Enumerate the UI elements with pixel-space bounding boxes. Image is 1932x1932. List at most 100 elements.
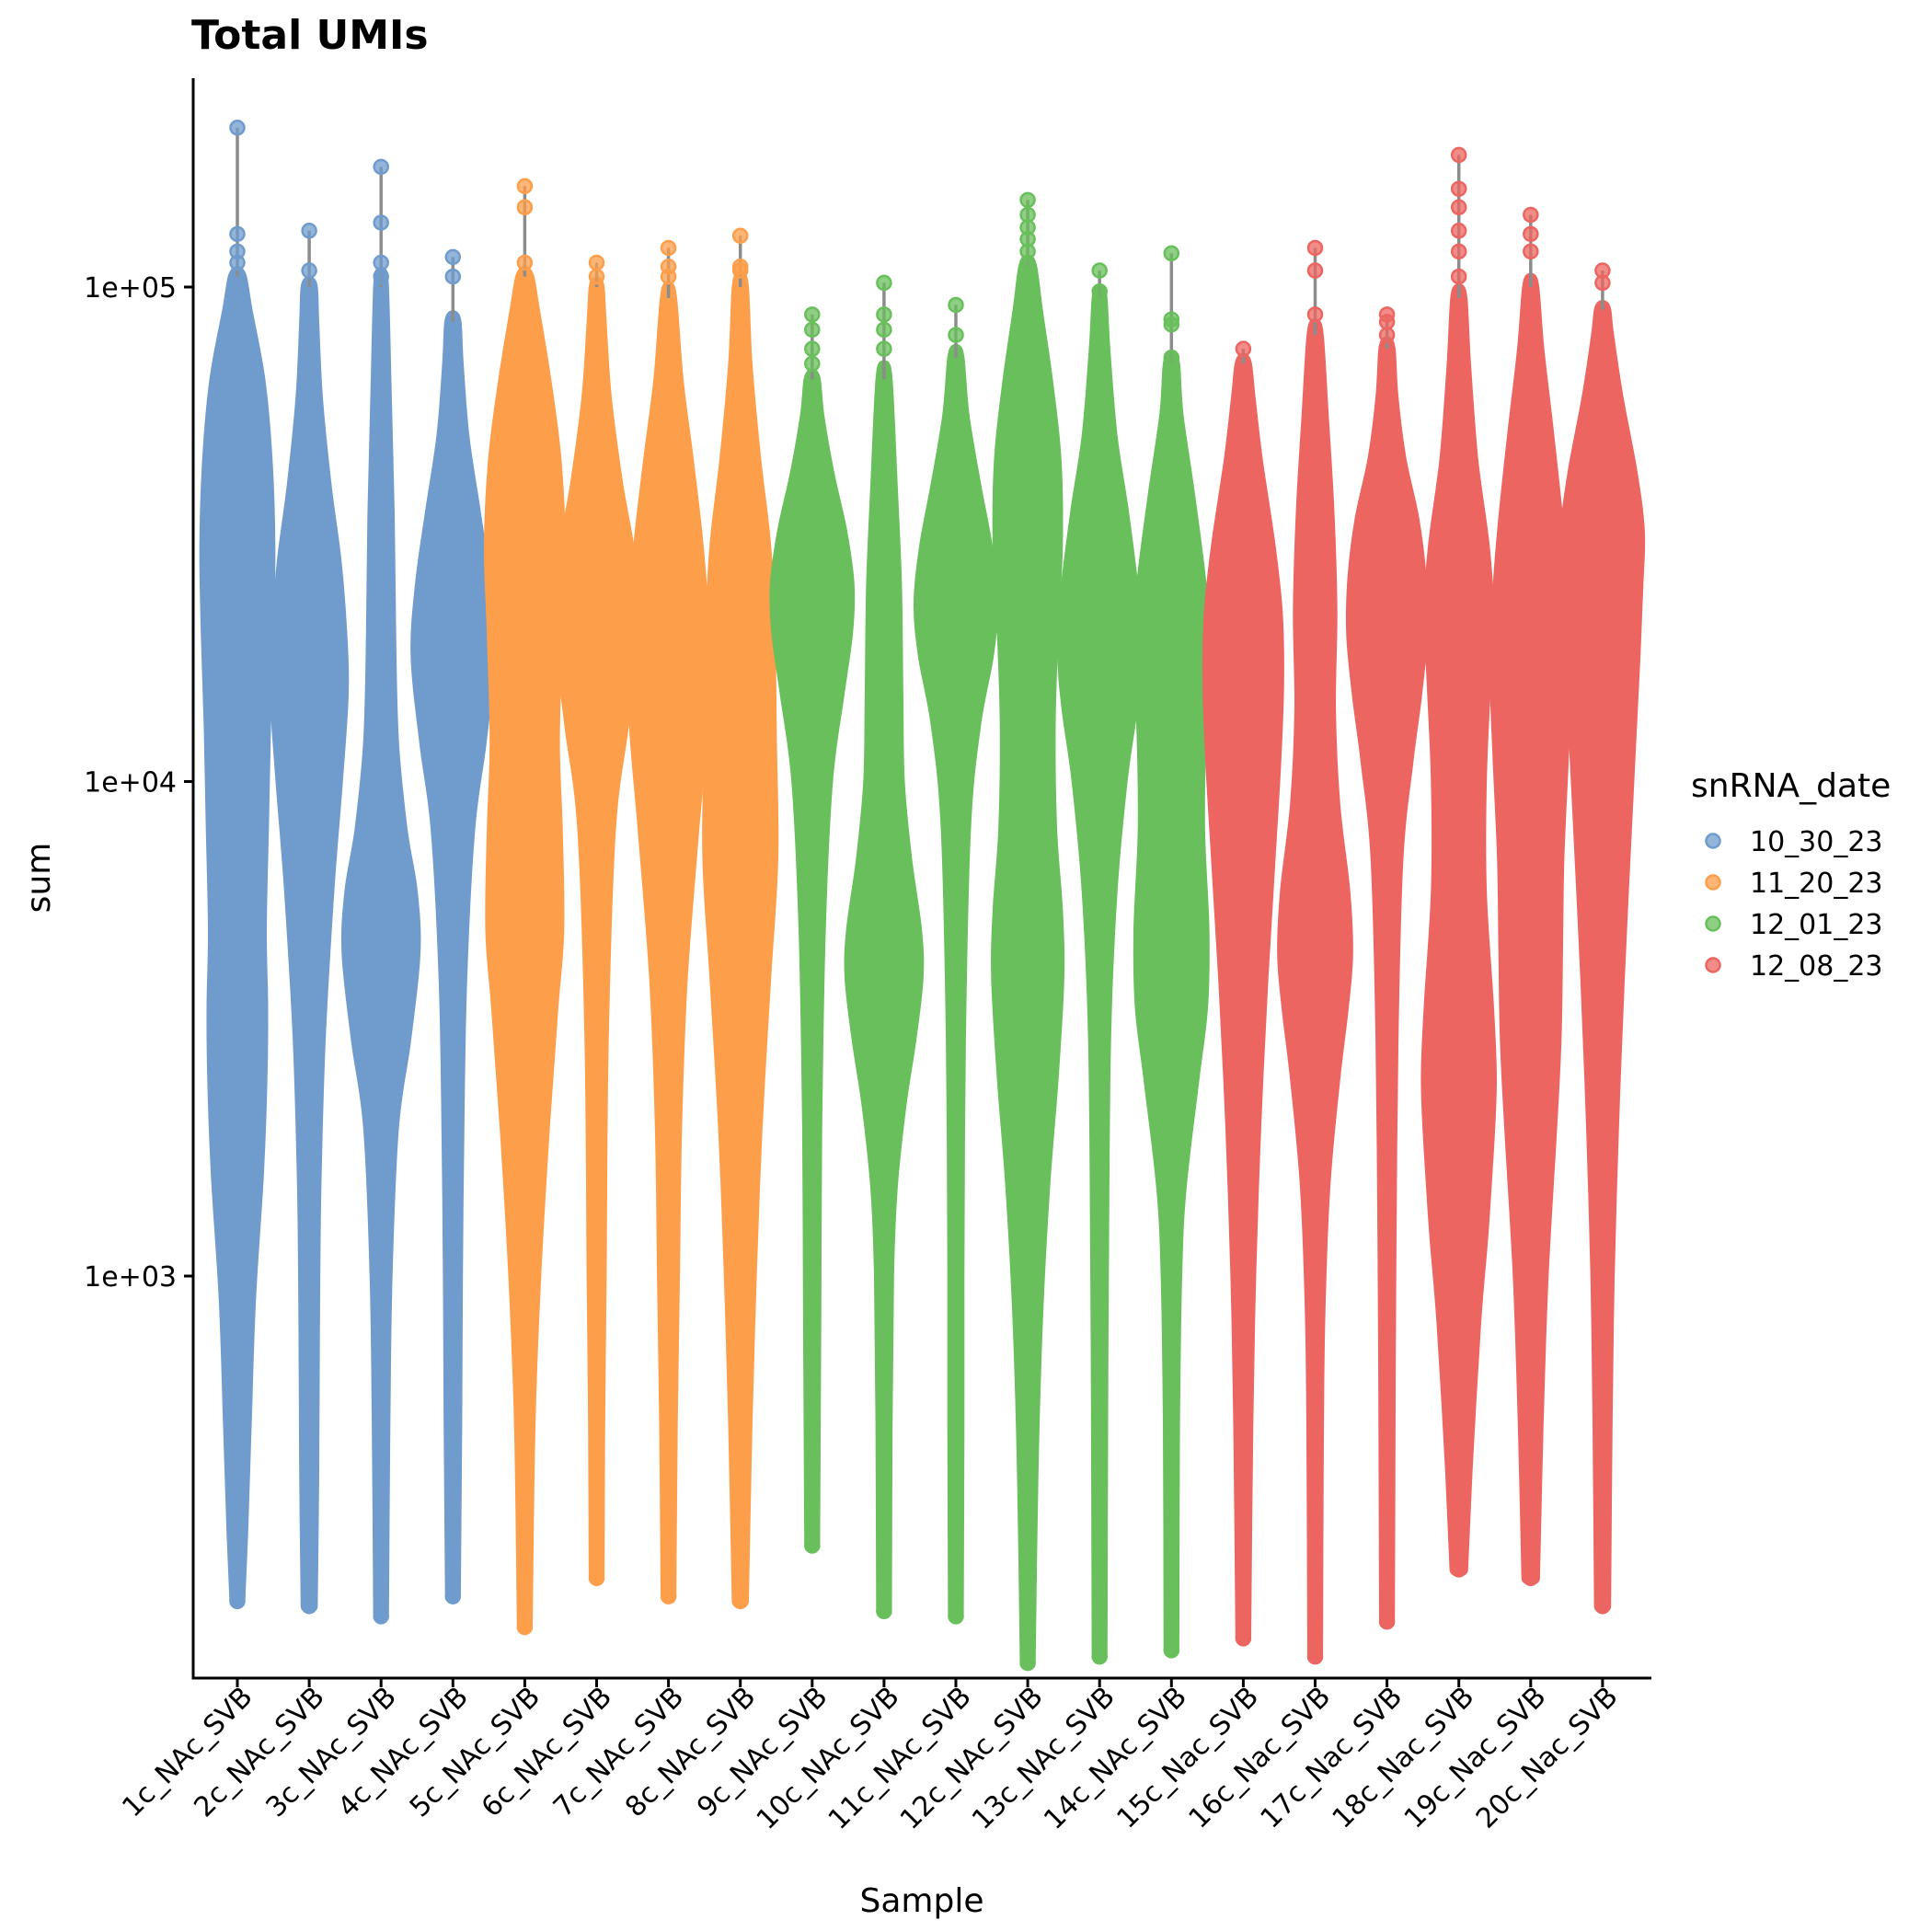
min-point	[516, 1618, 534, 1636]
violin-3c_NAc_SVB	[340, 267, 421, 1623]
outlier-point	[660, 239, 677, 257]
y-tick-label: 1e+05	[84, 272, 177, 305]
legend-key	[1705, 915, 1721, 932]
x-axis-title: Sample	[860, 1882, 984, 1920]
outlier-point	[876, 340, 892, 357]
violin-18c_Nac_SVB	[1420, 283, 1497, 1576]
min-point	[1594, 1598, 1611, 1615]
outlier-point	[1091, 262, 1108, 279]
outlier-point	[373, 214, 389, 231]
outlier-point	[1523, 225, 1539, 243]
outlier-point	[876, 274, 892, 292]
outlier-point	[1450, 146, 1467, 164]
outlier-point	[1163, 349, 1180, 366]
outlier-point	[804, 306, 821, 323]
outlier-point	[301, 262, 317, 279]
violin-15c_Nac_SVB	[1202, 352, 1284, 1645]
violin-13c_NAc_SVB	[1057, 285, 1143, 1663]
min-point	[804, 1537, 821, 1554]
y-tick-label: 1e+03	[84, 1261, 177, 1294]
outlier-point	[804, 340, 821, 357]
outlier-point	[1450, 268, 1467, 285]
violin-16c_Nac_SVB	[1277, 318, 1353, 1663]
y-axis-title: sum	[20, 843, 58, 914]
min-point	[1378, 1613, 1396, 1630]
violin-11c_NAc_SVB	[913, 343, 999, 1623]
legend-key	[1705, 833, 1721, 849]
legend-key	[1705, 957, 1721, 973]
legend-entries: 10_30_23 11_20_23 12_01_23 12_08_23	[1705, 826, 1883, 983]
outlier-point	[516, 178, 534, 195]
outlier-point	[731, 262, 749, 279]
outlier-point	[1306, 239, 1324, 257]
outlier-point	[1450, 199, 1467, 216]
chart-title: Total UMIs	[191, 12, 429, 59]
outlier-point	[588, 268, 605, 285]
outlier-point	[1450, 180, 1467, 197]
violin-6c_NAc_SVB	[554, 276, 639, 1585]
whiskers-layer	[236, 127, 1604, 380]
outlier-point	[1091, 282, 1108, 300]
legend-title: snRNA_date	[1691, 767, 1891, 805]
violin-4c_NAc_SVB	[410, 310, 496, 1604]
outlier-point	[948, 296, 964, 314]
outlier-point	[373, 158, 389, 176]
legend: snRNA_date 10_30_23 11_20_23 12_01_23 12_08…	[1691, 767, 1891, 983]
violin-12c_NAc_SVB	[991, 254, 1065, 1670]
outlier-point	[516, 254, 534, 271]
legend-key	[1705, 874, 1721, 891]
outlier-point	[1163, 316, 1180, 333]
violin-2c_NAc_SVB	[269, 276, 350, 1613]
outlier-point	[301, 223, 317, 239]
min-point	[444, 1588, 462, 1604]
min-point	[301, 1598, 317, 1615]
min-point	[876, 1603, 892, 1620]
min-point	[588, 1570, 605, 1587]
outlier-point	[1523, 243, 1539, 260]
outlier-point	[876, 306, 892, 323]
x-ticks: 1c_NAc_SVB2c_NAc_SVB3c_NAc_SVB4c_NAc_SVB…	[116, 1678, 1625, 1836]
outlier-point	[1019, 254, 1036, 271]
violin-9c_NAc_SVB	[769, 368, 856, 1552]
violins-layer	[199, 254, 1646, 1670]
min-point	[1523, 1570, 1539, 1587]
outlier-point	[229, 254, 246, 271]
violin-19c_Nac_SVB	[1489, 272, 1572, 1585]
y-tick-label: 1e+04	[84, 767, 177, 799]
outlier-point	[1523, 206, 1539, 224]
outlier-point	[804, 321, 821, 339]
outlier-point	[1163, 245, 1180, 262]
outlier-point	[1019, 191, 1036, 209]
outlier-point	[1306, 306, 1324, 323]
violin-7c_NAc_SVB	[627, 281, 710, 1604]
y-ticks: 1e+03 1e+04 1e+05	[84, 272, 193, 1294]
outlier-point	[444, 248, 462, 266]
outlier-point	[660, 268, 677, 285]
outlier-point	[444, 268, 462, 285]
outlier-point	[948, 327, 964, 343]
min-point	[1306, 1648, 1324, 1665]
outlier-point	[804, 355, 821, 373]
min-point	[1091, 1648, 1108, 1665]
legend-label: 12_01_23	[1750, 909, 1883, 941]
outliers-layer	[229, 120, 1611, 1672]
outlier-point	[516, 199, 534, 216]
outlier-point	[1378, 327, 1396, 343]
outlier-point	[731, 227, 749, 244]
min-point	[660, 1588, 677, 1604]
outlier-point	[1450, 243, 1467, 260]
violin-8c_NAc_SVB	[702, 270, 779, 1608]
outlier-point	[373, 268, 389, 285]
outlier-point	[588, 254, 605, 271]
outlier-point	[1594, 274, 1611, 292]
outlier-point	[229, 225, 246, 243]
violin-5c_NAc_SVB	[483, 266, 566, 1634]
violin-17c_Nac_SVB	[1345, 336, 1429, 1628]
min-point	[731, 1593, 749, 1610]
violin-1c_NAc_SVB	[199, 266, 276, 1608]
min-point	[229, 1593, 246, 1610]
outlier-point	[1306, 262, 1324, 279]
outlier-point	[1450, 223, 1467, 239]
legend-label: 12_08_23	[1750, 950, 1883, 983]
